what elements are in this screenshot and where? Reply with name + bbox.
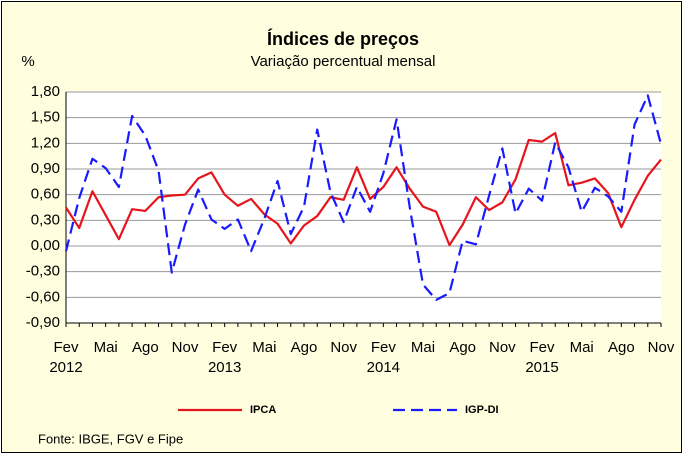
x-tick-label: Nov (330, 339, 357, 356)
x-tick-year: 2012 (49, 359, 82, 376)
x-tick-label: Mai (570, 339, 594, 356)
legend-label: IPCA (250, 404, 276, 416)
y-tick-label: 0,30 (31, 211, 60, 228)
x-tick-label: Mai (94, 339, 118, 356)
x-tick-label: Mai (411, 339, 435, 356)
y-tick-label: 0,60 (31, 186, 60, 203)
series-line (65, 131, 662, 247)
x-tick-label: Fev (371, 339, 397, 356)
x-tick-label: Ago (291, 339, 318, 356)
legend-label: IGP-DI (465, 404, 499, 416)
x-tick-year: 2015 (525, 359, 558, 376)
y-axis-label: % (21, 53, 34, 70)
y-tick-label: -0,90 (26, 314, 60, 331)
x-tick-label: Mai (252, 339, 276, 356)
x-tick-label: Ago (132, 339, 159, 356)
x-tick-label: Fev (53, 339, 79, 356)
y-tick-label: -0,60 (26, 288, 60, 305)
chart-subtitle: Variação percentual mensal (251, 53, 436, 70)
x-tick-label: Fev (212, 339, 238, 356)
x-tick-label: Nov (172, 339, 199, 356)
x-tick-label: Ago (608, 339, 635, 356)
y-tick-label: 0,90 (31, 160, 60, 177)
y-tick-label: -0,30 (26, 263, 60, 280)
x-tick-year: 2013 (208, 359, 241, 376)
x-tick-label: Nov (648, 339, 675, 356)
y-tick-label: 1,20 (31, 134, 60, 151)
series-line (64, 94, 663, 301)
y-tick-label: 1,50 (31, 109, 60, 126)
y-tick-label: 1,80 (31, 83, 60, 100)
x-tick-label: Ago (449, 339, 476, 356)
x-tick-label: Nov (489, 339, 516, 356)
x-tick-year: 2014 (367, 359, 400, 376)
source-note: Fonte: IBGE, FGV e Fipe (38, 431, 183, 446)
x-tick-label: Fev (529, 339, 555, 356)
chart-title: Índices de preços (267, 28, 419, 49)
y-tick-label: 0,00 (31, 237, 60, 254)
plot-area (66, 92, 661, 323)
